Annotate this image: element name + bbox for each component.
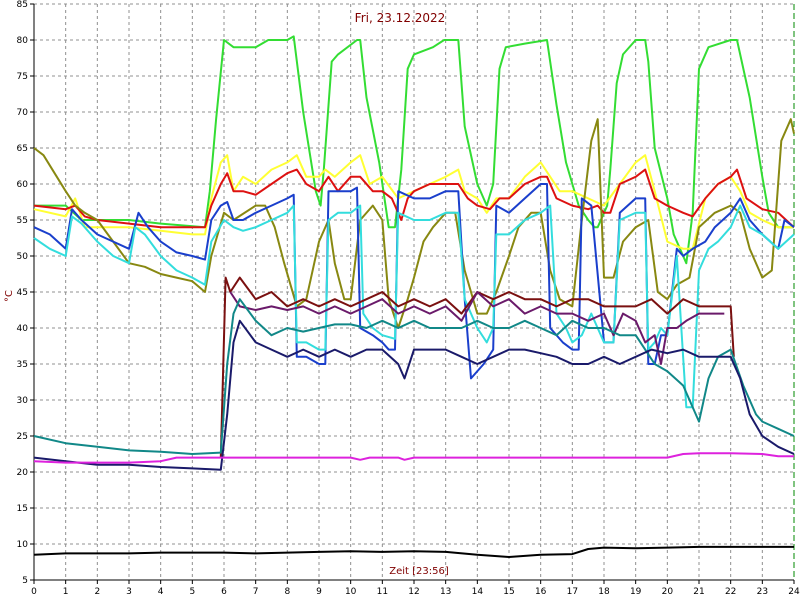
series-line (33, 154, 794, 250)
x-tick-label: 6 (221, 587, 227, 597)
series-line (33, 319, 795, 471)
x-tick-label: 18 (598, 587, 610, 597)
series-line (34, 35, 794, 265)
y-tick-label: 45 (17, 288, 28, 298)
y-tick-label: 70 (17, 108, 29, 118)
series-line (33, 118, 795, 329)
y-axis-label: °C (4, 290, 15, 302)
axes (30, 3, 795, 584)
x-tick-label: 11 (377, 587, 388, 597)
y-tick-label: 85 (17, 0, 28, 10)
x-tick-label: 16 (535, 587, 547, 597)
y-tick-label: 10 (17, 540, 29, 550)
series-line (33, 298, 795, 455)
x-tick-label: 15 (503, 587, 514, 597)
x-tick-label: 17 (567, 587, 578, 597)
x-tick-label: 7 (253, 587, 259, 597)
x-tick-label: 1 (63, 587, 69, 597)
y-tick-label: 65 (17, 144, 28, 154)
y-tick-label: 40 (17, 324, 29, 334)
y-tick-label: 30 (17, 396, 29, 406)
x-tick-label: 21 (693, 587, 704, 597)
data-series (33, 35, 795, 558)
y-tick-label: 15 (17, 504, 28, 514)
chart-title: Fri, 23.12.2022 (355, 11, 446, 25)
x-tick-label: 3 (126, 587, 132, 597)
y-tick-label: 60 (17, 180, 29, 190)
x-tick-label: 4 (158, 587, 164, 597)
y-tick-label: 20 (17, 468, 29, 478)
x-tick-label: 19 (630, 587, 642, 597)
x-tick-label: 24 (788, 587, 800, 597)
y-tick-label: 5 (22, 576, 28, 586)
x-tick-labels: 0 1 2 3 4 5 6 7 8 9 10 11 12 13 14 15 16 17 18 19 20 21 22 23 24 (31, 587, 800, 597)
series-line (219, 276, 735, 458)
y-tick-label: 25 (17, 432, 28, 442)
x-tick-label: 23 (757, 587, 768, 597)
y-tick-label: 35 (17, 360, 28, 370)
y-tick-labels: 5 10 15 20 25 30 35 40 45 50 55 60 65 70 75 80 85 (17, 0, 29, 586)
x-tick-label: 10 (345, 587, 357, 597)
x-tick-label: 22 (725, 587, 736, 597)
series-line (33, 183, 795, 380)
x-tick-label: 13 (440, 587, 451, 597)
x-axis-label: Zeit [23:56] (389, 566, 449, 577)
y-tick-label: 55 (17, 216, 28, 226)
x-tick-label: 12 (408, 587, 419, 597)
y-tick-label: 75 (17, 72, 28, 82)
y-tick-label: 50 (17, 252, 29, 262)
x-tick-label: 5 (189, 587, 195, 597)
x-tick-label: 8 (284, 587, 290, 597)
series-line (33, 545, 794, 558)
series-line (33, 452, 794, 464)
y-tick-label: 80 (17, 36, 29, 46)
x-tick-label: 9 (316, 587, 322, 597)
x-tick-label: 14 (472, 587, 484, 597)
x-tick-label: 2 (94, 587, 100, 597)
x-tick-label: 0 (31, 587, 37, 597)
grid-lines (34, 3, 794, 580)
x-tick-label: 20 (662, 587, 674, 597)
series-line (229, 291, 725, 365)
series-line (33, 168, 795, 229)
